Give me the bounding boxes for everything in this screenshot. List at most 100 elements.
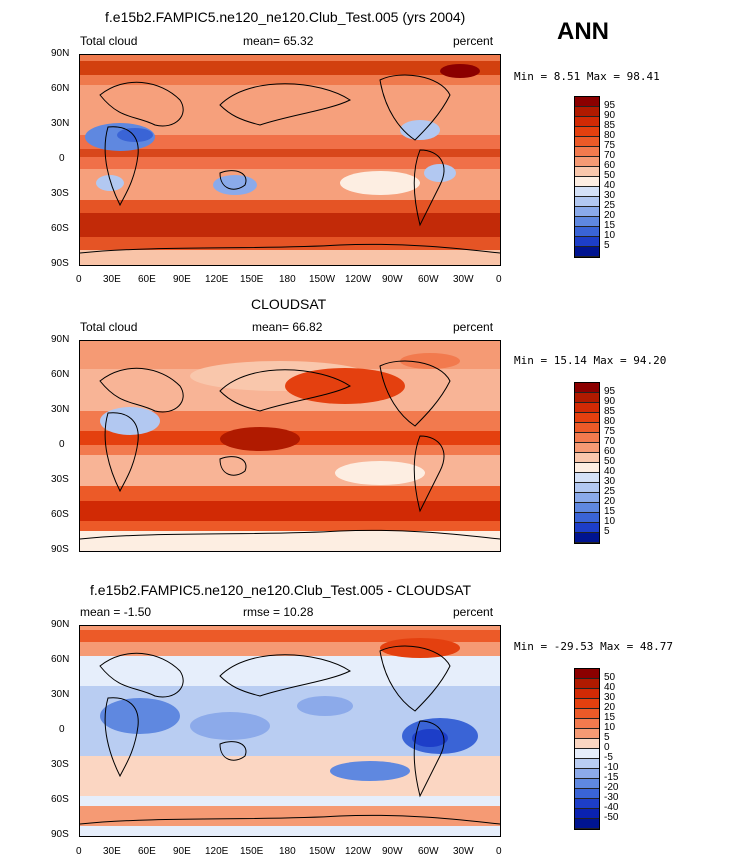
p1-lon-150w: 150W xyxy=(309,274,336,285)
p1-lat-0: 0 xyxy=(59,153,65,164)
colorbar-swatch xyxy=(575,799,599,809)
colorbar-label: -50 xyxy=(604,812,619,823)
p3-lat-90n: 90N xyxy=(51,619,70,630)
panel2-title: CLOUDSAT xyxy=(251,296,327,312)
panel3-stats: Min = -29.53 Max = 48.77 xyxy=(514,640,673,653)
colorbar-swatch xyxy=(575,699,599,709)
colorbar-swatch xyxy=(575,453,599,463)
p3-lon-0-end: 0 xyxy=(496,846,502,857)
colorbar-label: 20 xyxy=(604,702,616,713)
p3-lon-180: 180 xyxy=(279,846,296,857)
p3-lat-90s: 90S xyxy=(51,829,69,840)
colorbar-label: -10 xyxy=(604,762,619,773)
colorbar-label: 20 xyxy=(604,210,616,221)
colorbar-swatch xyxy=(575,789,599,799)
p1-lon-120w: 120W xyxy=(345,274,372,285)
colorbar-swatch xyxy=(575,719,599,729)
p2-lat-90s: 90S xyxy=(51,544,69,555)
p1-lat-90s: 90S xyxy=(51,258,69,269)
colorbar-label: 90 xyxy=(604,396,616,407)
p3-lon-0: 0 xyxy=(76,846,82,857)
colorbar-label: 40 xyxy=(604,682,616,693)
p2-lat-0: 0 xyxy=(59,439,65,450)
p1-lat-90n: 90N xyxy=(51,48,70,59)
colorbar-swatch xyxy=(575,227,599,237)
colorbar-swatch xyxy=(575,167,599,177)
colorbar-swatch xyxy=(575,137,599,147)
colorbar-label: 0 xyxy=(604,742,610,753)
colorbar-swatch xyxy=(575,493,599,503)
panel2-map xyxy=(79,340,501,552)
p3-lat-60n: 60N xyxy=(51,654,70,665)
colorbar-swatch xyxy=(575,749,599,759)
p3-lat-0: 0 xyxy=(59,724,65,735)
p3-lon-120w: 120W xyxy=(345,846,372,857)
p1-lat-30s: 30S xyxy=(51,188,69,199)
colorbar-swatch xyxy=(575,679,599,689)
panel1-map-field xyxy=(80,55,500,265)
colorbar-label: 80 xyxy=(604,416,616,427)
colorbar-swatch xyxy=(575,729,599,739)
p3-lon-30e: 30E xyxy=(103,846,121,857)
colorbar-label: -15 xyxy=(604,772,619,783)
p1-lon-30w: 30W xyxy=(453,274,474,285)
colorbar-swatch xyxy=(575,117,599,127)
colorbar-label: 95 xyxy=(604,386,616,397)
p2-lat-30n: 30N xyxy=(51,404,70,415)
colorbar-label: 50 xyxy=(604,456,616,467)
colorbar-label: 85 xyxy=(604,120,616,131)
panel3-title: f.e15b2.FAMPIC5.ne120_ne120.Club_Test.00… xyxy=(90,582,472,598)
p3-lon-60w: 60W xyxy=(418,846,439,857)
colorbar-swatch xyxy=(575,819,599,829)
colorbar-label: 30 xyxy=(604,190,616,201)
p1-lon-90e: 90E xyxy=(173,274,191,285)
colorbar-label: -40 xyxy=(604,802,619,813)
panel3-left-label: mean = -1.50 xyxy=(80,605,152,619)
colorbar-label: 70 xyxy=(604,436,616,447)
p3-lon-150w: 150W xyxy=(309,846,336,857)
p1-lon-60w: 60W xyxy=(418,274,439,285)
p3-lon-60e: 60E xyxy=(138,846,156,857)
p1-lat-60s: 60S xyxy=(51,223,69,234)
p1-lon-90w: 90W xyxy=(382,274,403,285)
colorbar-swatch xyxy=(575,157,599,167)
colorbar-label: 20 xyxy=(604,496,616,507)
p3-lon-150e: 150E xyxy=(240,846,264,857)
p2-lat-30s: 30S xyxy=(51,474,69,485)
panel3-center-label: rmse = 10.28 xyxy=(243,605,314,619)
colorbar-label: 10 xyxy=(604,722,616,733)
colorbar-swatch xyxy=(575,759,599,769)
p1-lon-0-end: 0 xyxy=(496,274,502,285)
panel3-right-label: percent xyxy=(453,605,494,619)
colorbar-swatch xyxy=(575,669,599,679)
colorbar-label: 75 xyxy=(604,426,616,437)
colorbar-label: 60 xyxy=(604,446,616,457)
colorbar-label: 30 xyxy=(604,476,616,487)
colorbar-swatch xyxy=(575,247,599,257)
colorbar-swatch xyxy=(575,97,599,107)
colorbar-label: 50 xyxy=(604,170,616,181)
p1-lon-120e: 120E xyxy=(205,274,229,285)
colorbar-swatch xyxy=(575,513,599,523)
colorbar-swatch xyxy=(575,403,599,413)
panel3-map xyxy=(79,625,501,837)
colorbar-swatch xyxy=(575,739,599,749)
colorbar-label: -5 xyxy=(604,752,613,763)
colorbar-swatch xyxy=(575,523,599,533)
p3-lon-30w: 30W xyxy=(453,846,474,857)
colorbar-label: 95 xyxy=(604,100,616,111)
panel2-map-field xyxy=(80,341,500,551)
colorbar-label: 15 xyxy=(604,220,616,231)
colorbar-swatch xyxy=(575,147,599,157)
panel1-left-label: Total cloud xyxy=(80,34,138,48)
colorbar-swatch xyxy=(575,217,599,227)
colorbar-swatch xyxy=(575,107,599,117)
p3-lon-120e: 120E xyxy=(205,846,229,857)
colorbar-label: 15 xyxy=(604,506,616,517)
panel2-left-label: Total cloud xyxy=(80,320,138,334)
colorbar-label: 25 xyxy=(604,200,616,211)
colorbar-label: 10 xyxy=(604,230,616,241)
colorbar-label: 50 xyxy=(604,672,616,683)
colorbar-swatch xyxy=(575,187,599,197)
p1-lon-180: 180 xyxy=(279,274,296,285)
